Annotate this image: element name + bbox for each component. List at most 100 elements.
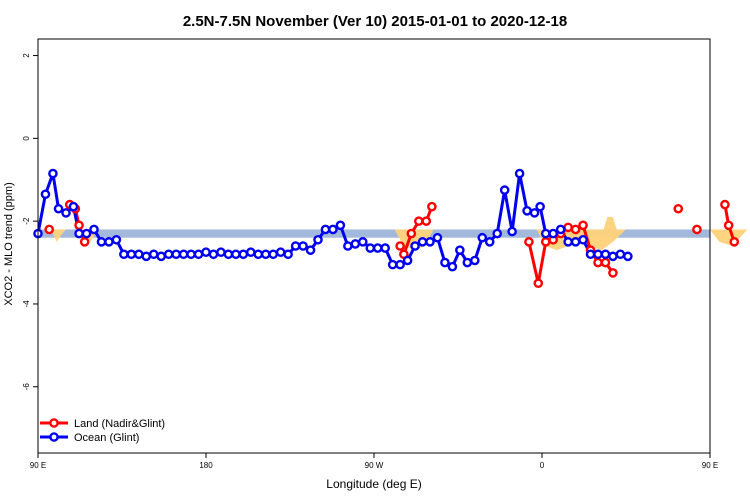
ocean-point [477, 232, 488, 243]
ocean-point [40, 189, 51, 200]
ocean-point [540, 228, 551, 239]
land-point [44, 224, 55, 235]
ocean-point [484, 237, 495, 247]
ocean-point [320, 224, 331, 235]
legend-label: Ocean (Glint) [74, 432, 139, 444]
land-point [729, 237, 740, 247]
ocean-point [178, 249, 189, 260]
ocean-point [61, 208, 71, 218]
land-band-segment [710, 229, 748, 246]
land-point [74, 220, 84, 231]
ocean-point [615, 249, 626, 260]
land-band-segment [603, 217, 617, 230]
ocean-point [171, 249, 181, 260]
ocean-point [74, 228, 84, 239]
ocean-point [447, 261, 458, 272]
ocean-point [335, 220, 346, 231]
ocean-point [343, 241, 353, 251]
legend: Land (Nadir&Glint) Ocean (Glint) [40, 418, 165, 444]
x-tick-label: 180 [199, 461, 213, 470]
ocean-point [492, 228, 503, 239]
ocean-point [305, 245, 316, 255]
ocean-point [432, 232, 443, 243]
ocean-point [96, 237, 107, 247]
ocean-point [410, 241, 420, 251]
ocean-point [283, 249, 293, 260]
ocean-point [600, 249, 611, 260]
reference-band [38, 229, 710, 238]
ocean-point [522, 206, 532, 216]
x-tick-label: 0 [540, 461, 545, 470]
legend-label: Land (Nadir&Glint) [74, 418, 165, 430]
axes: 90 E 180 90 W 0 90 E 2 0 -2 -4 -6 [22, 53, 718, 470]
land-point [578, 220, 588, 231]
land-point [608, 268, 618, 278]
ocean-point [623, 251, 633, 262]
y-axis-label: XCO2 - MLO trend (ppm) [3, 182, 15, 305]
ocean-point [328, 224, 338, 235]
ocean-point [104, 237, 114, 247]
ocean-point [535, 201, 545, 212]
land-point [692, 224, 702, 235]
series-layer [33, 168, 740, 289]
ocean-point [68, 201, 79, 212]
ocean-point [245, 247, 256, 258]
x-tick-label: 90 W [365, 461, 384, 470]
ocean-point [585, 249, 596, 260]
land-point [540, 237, 551, 247]
ocean-point [555, 224, 566, 235]
legend-marker [49, 418, 59, 428]
ocean-point [548, 228, 559, 239]
reference-band-rect [38, 229, 710, 238]
ocean-point [298, 241, 308, 251]
ocean-point [570, 237, 581, 247]
x-tick-label: 90 E [30, 461, 46, 470]
ocean-point [455, 245, 465, 255]
y-tick-label: -2 [22, 217, 31, 225]
ocean-point [608, 251, 618, 262]
x-tick-label: 90 E [702, 461, 718, 470]
land-point [720, 199, 730, 210]
ocean-point [163, 249, 174, 260]
land-point [533, 278, 544, 289]
ocean-point [417, 237, 428, 247]
ocean-point [499, 185, 510, 195]
ocean-point [395, 259, 405, 270]
land-point [413, 216, 424, 226]
ocean-point [216, 247, 226, 258]
land-band-segment [51, 229, 66, 242]
land-point [593, 257, 603, 268]
ocean-point [275, 247, 286, 258]
ocean-point [253, 249, 264, 260]
land-point [723, 220, 734, 231]
ocean-point [208, 249, 219, 260]
land-point [570, 224, 581, 235]
land-point [563, 222, 573, 233]
ocean-point [563, 237, 573, 247]
ocean-point [268, 249, 279, 260]
x-axis-label: Longitude (deg E) [326, 477, 421, 491]
ocean-point [126, 249, 137, 260]
ocean-point [186, 249, 196, 260]
ocean-point [469, 255, 480, 266]
land-point [427, 201, 437, 212]
ocean-point [81, 228, 92, 239]
ocean-point [578, 234, 588, 245]
ocean-point [425, 237, 435, 247]
ocean-point [350, 239, 361, 249]
ocean-point [507, 226, 517, 237]
land-point [79, 237, 90, 247]
ocean-point [223, 249, 234, 260]
land-point [421, 216, 432, 226]
ocean-point [260, 249, 271, 260]
land-point [524, 237, 534, 247]
ocean-point [111, 234, 122, 245]
land-point [600, 257, 611, 268]
land-point [673, 203, 684, 214]
ocean-point [133, 249, 144, 260]
land-point [395, 241, 405, 251]
ocean-point [238, 249, 249, 260]
ocean-point [372, 243, 383, 253]
ocean-point [387, 259, 398, 270]
